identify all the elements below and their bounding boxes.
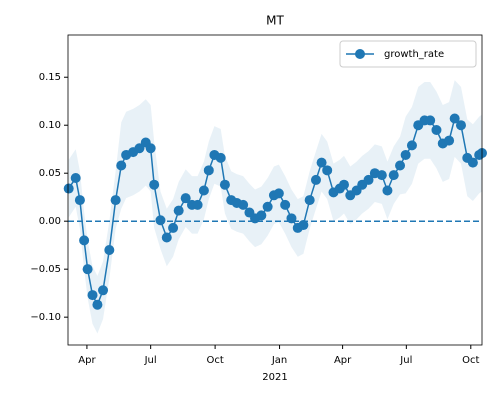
point bbox=[286, 213, 297, 224]
point bbox=[273, 188, 284, 199]
point bbox=[168, 222, 179, 233]
legend-label: growth_rate bbox=[384, 49, 444, 60]
point bbox=[149, 179, 160, 190]
point bbox=[449, 113, 460, 124]
point bbox=[92, 299, 103, 310]
point bbox=[219, 179, 230, 190]
x-tick-label: Oct bbox=[462, 355, 479, 366]
point bbox=[280, 199, 291, 210]
point bbox=[431, 125, 442, 136]
point bbox=[98, 285, 109, 296]
point bbox=[395, 160, 406, 171]
point bbox=[173, 205, 184, 216]
point bbox=[322, 165, 333, 176]
point bbox=[63, 183, 74, 194]
point bbox=[155, 215, 166, 226]
point bbox=[110, 195, 121, 206]
legend-box bbox=[339, 40, 477, 68]
confidence-band bbox=[68, 80, 483, 334]
point bbox=[400, 149, 411, 160]
point bbox=[304, 195, 315, 206]
point bbox=[74, 195, 85, 206]
point bbox=[116, 160, 127, 171]
point bbox=[161, 232, 172, 243]
point bbox=[256, 210, 267, 221]
point bbox=[363, 174, 374, 185]
point bbox=[238, 199, 249, 210]
point bbox=[376, 170, 387, 181]
y-tick-label: 0.10 bbox=[39, 120, 61, 131]
point bbox=[388, 170, 399, 181]
x-tick-label: Jul bbox=[399, 355, 412, 366]
x-tick-label: Jul bbox=[144, 355, 157, 366]
point bbox=[79, 235, 90, 246]
point bbox=[310, 174, 321, 185]
legend-marker bbox=[355, 49, 365, 59]
point bbox=[406, 140, 417, 151]
point bbox=[180, 193, 191, 204]
y-tick-label: −0.05 bbox=[30, 264, 61, 275]
point bbox=[316, 157, 327, 168]
point bbox=[444, 135, 455, 146]
point bbox=[382, 185, 393, 196]
plot-frame bbox=[67, 34, 483, 346]
x-tick-label: Jan bbox=[271, 355, 287, 366]
point bbox=[455, 120, 466, 131]
y-tick-label: 0.15 bbox=[39, 72, 61, 83]
point bbox=[70, 173, 81, 184]
y-tick-label: 0.00 bbox=[39, 216, 61, 227]
point bbox=[467, 157, 478, 168]
point bbox=[262, 201, 273, 212]
point bbox=[87, 290, 98, 301]
x-tick-label: Oct bbox=[206, 355, 223, 366]
y-tick-label: −0.10 bbox=[30, 312, 61, 323]
point bbox=[104, 244, 115, 255]
x-axis-label: 2021 bbox=[262, 372, 287, 383]
x-tick-label: Apr bbox=[334, 355, 352, 366]
point bbox=[82, 264, 93, 275]
point bbox=[134, 143, 145, 154]
point bbox=[425, 115, 436, 126]
point bbox=[215, 152, 226, 163]
point bbox=[203, 165, 214, 176]
point bbox=[339, 179, 349, 190]
point bbox=[192, 199, 203, 210]
y-tick-label: 0.05 bbox=[39, 168, 61, 179]
point bbox=[298, 220, 309, 231]
point bbox=[145, 143, 156, 154]
chart-title: MT bbox=[266, 14, 284, 28]
point bbox=[198, 185, 209, 196]
x-tick-label: Apr bbox=[78, 355, 96, 366]
